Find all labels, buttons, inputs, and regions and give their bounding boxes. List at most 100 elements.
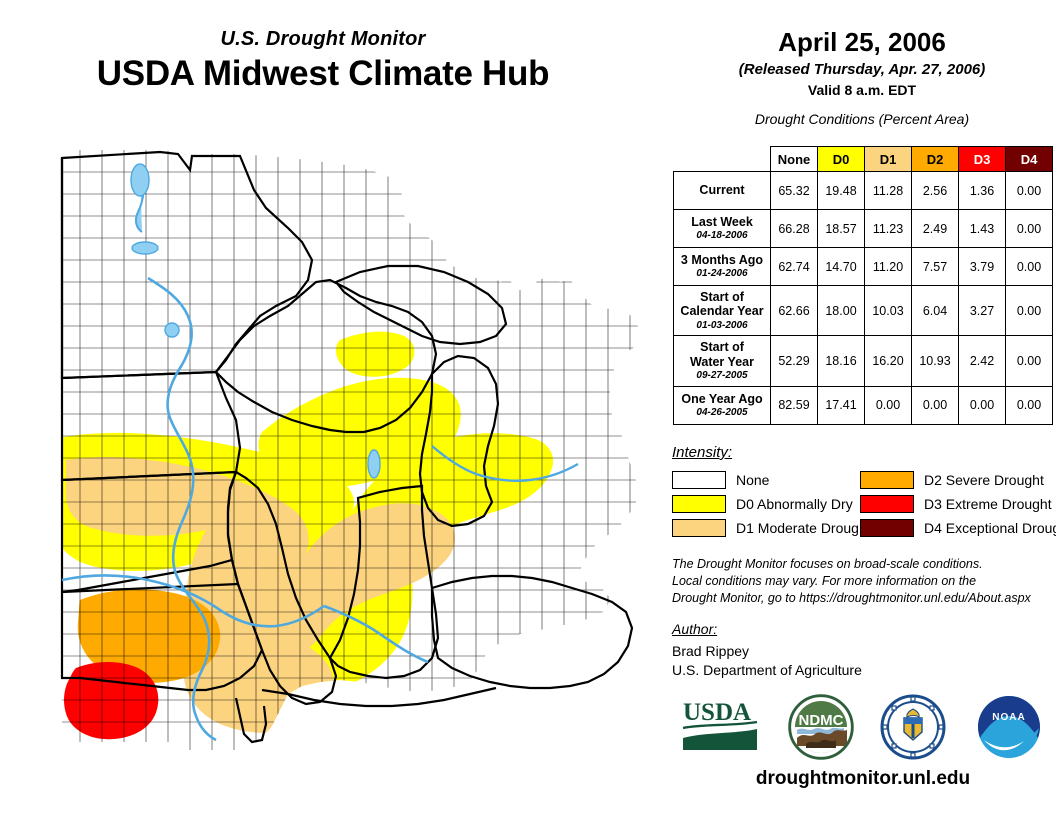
d2-region-northeast-kansas	[77, 589, 221, 683]
d3-region-southwest	[64, 662, 159, 740]
legend-swatch-none	[672, 471, 726, 489]
table-row-label: Last Week 04-18-2006	[673, 209, 771, 248]
legend-entry-d4: D4 Exceptional Drought	[860, 519, 1056, 537]
legend-label-d0: D0 Abnormally Dry	[736, 496, 853, 512]
table-cell-none: 52.29	[770, 335, 818, 387]
legend-swatch-d4	[860, 519, 914, 537]
table-cell-d0: 17.41	[817, 385, 865, 425]
svg-text:NOAA: NOAA	[992, 712, 1025, 723]
legend-entry-d2: D2 Severe Drought	[860, 471, 1052, 489]
table-cell-d4: 0.00	[1005, 284, 1053, 337]
map-date: April 25, 2006	[778, 27, 946, 57]
table-cell-d1: 11.28	[864, 171, 912, 210]
county-lines	[62, 150, 640, 750]
legend-label-d4: D4 Exceptional Drought	[924, 520, 1056, 536]
table-cell-d0: 18.57	[817, 209, 865, 248]
table-row-label: One Year Ago 04-26-2005	[673, 385, 771, 425]
table-cell-d4: 0.00	[1005, 247, 1053, 286]
intensity-legend: Intensity: None D2 Severe Drought D0 Abnor…	[672, 444, 1056, 540]
legend-swatch-d0	[672, 495, 726, 513]
legend-entry-d0: D0 Abnormally Dry	[672, 495, 860, 513]
svg-text:USDA: USDA	[683, 699, 751, 726]
map-date-header: April 25, 2006 (Released Thursday, Apr. …	[668, 27, 1056, 127]
table-cell-d1: 11.20	[864, 247, 912, 286]
table-row-label: Start of Water Year 09-27-2005	[673, 335, 771, 387]
legend-swatch-d2	[860, 471, 914, 489]
legend-label-d3: D3 Extreme Drought	[924, 496, 1052, 512]
usda-logo: USDA	[683, 699, 758, 750]
noaa-logo: NOAA	[977, 696, 1040, 758]
table-cell-d1: 0.00	[864, 385, 912, 425]
site-url: droughtmonitor.unl.edu	[755, 768, 971, 789]
table-col-header-d0: D0	[817, 146, 865, 172]
drought-map	[40, 130, 660, 790]
legend-swatch-d3	[860, 495, 914, 513]
table-row-date: 04-26-2005	[696, 406, 748, 418]
table-row: Last Week 04-18-2006 66.28 18.57 11.23 2.49 1.…	[673, 209, 1053, 248]
table-body: Current 65.32 19.48 11.28 2.56 1.36 0.00 Last W…	[673, 171, 1053, 425]
table-cell-d0: 18.16	[817, 335, 865, 387]
legend-swatch-d1	[672, 519, 726, 537]
disclaimer-line-1: The Drought Monitor focuses on broad-sca…	[672, 557, 983, 571]
table-row-date: 01-03-2006	[696, 319, 748, 331]
table-cell-d3: 1.43	[958, 209, 1006, 248]
table-col-header-d2: D2	[911, 146, 959, 172]
table-cell-d3: 1.36	[958, 171, 1006, 210]
table-row-label: 3 Months Ago 01-24-2006	[673, 247, 771, 286]
legend-grid: None D2 Severe Drought D0 Abnormally Dry D3…	[672, 468, 1056, 540]
table-row: Start of Calendar Year 01-03-2006 62.66 18.0…	[673, 284, 1053, 337]
svg-text:NDMC: NDMC	[798, 712, 843, 729]
legend-label-none: None	[736, 472, 770, 488]
legend-entry-d3: D3 Extreme Drought	[860, 495, 1052, 513]
release-note: (Released Thursday, Apr. 27, 2006)	[738, 60, 986, 78]
disclaimer-line-2: Local conditions may vary. For more info…	[672, 573, 977, 588]
legend-label-d2: D2 Severe Drought	[924, 472, 1044, 488]
table-cell-d4: 0.00	[1005, 385, 1053, 425]
title-block: U.S. Drought Monitor USDA Midwest Climat…	[0, 28, 646, 94]
table-cell-d3: 3.27	[958, 284, 1006, 337]
drought-conditions-table: None D0 D1 D2 D3 D4 Current 65.32 19.48 11.28 2.5…	[673, 146, 1053, 425]
disclaimer-line-3: Drought Monitor, go to https://droughtmo…	[672, 590, 1031, 605]
table-col-header-d4: D4	[1005, 146, 1053, 172]
map-svg	[40, 130, 660, 790]
table-col-header-d3: D3	[958, 146, 1006, 172]
table-cell-d2: 2.56	[911, 171, 959, 210]
table-row-label: Current	[673, 171, 771, 210]
table-cell-none: 66.28	[770, 209, 818, 248]
table-row: 3 Months Ago 01-24-2006 62.74 14.70 11.20 7.5…	[673, 247, 1053, 286]
author-name: Brad Rippey	[672, 642, 750, 659]
disclaimer-text: The Drought Monitor focuses on broad-sca…	[672, 556, 1056, 607]
table-cell-d1: 16.20	[864, 335, 912, 387]
table-cell-d1: 10.03	[864, 284, 912, 337]
author-block: Author: Brad Rippey U.S. Department of A…	[672, 620, 1056, 681]
table-row: One Year Ago 04-26-2005 82.59 17.41 0.00 0.00…	[673, 385, 1053, 425]
table-cell-none: 62.74	[770, 247, 818, 286]
author-heading: Author:	[672, 621, 718, 637]
table-cell-d2: 0.00	[911, 385, 959, 425]
legend-label-d1: D1 Moderate Drought	[736, 520, 871, 536]
table-row-date: 04-18-2006	[696, 230, 748, 242]
intensity-title: Intensity:	[672, 444, 733, 461]
water-features	[61, 163, 579, 742]
table-cell-d1: 11.23	[864, 209, 912, 248]
table-row-date: 01-24-2006	[696, 268, 748, 280]
table-cell-d3: 2.42	[958, 335, 1006, 387]
table-row-date: 09-27-2005	[696, 370, 748, 381]
table-cell-d3: 0.00	[958, 385, 1006, 425]
noaa-seal-logo	[880, 694, 946, 760]
ndmc-logo: NDMC	[788, 694, 854, 760]
legend-entry-none: None	[672, 471, 860, 489]
table-cell-d0: 18.00	[817, 284, 865, 337]
program-subtitle: U.S. Drought Monitor	[220, 28, 426, 50]
table-cell-d2: 10.93	[911, 335, 959, 387]
table-cell-d4: 0.00	[1005, 171, 1053, 210]
table-cell-none: 82.59	[770, 385, 818, 425]
logo-row: USDA NDMC NOAA	[668, 690, 1056, 764]
table-row: Current 65.32 19.48 11.28 2.56 1.36 0.00	[673, 171, 1053, 210]
table-caption: Drought Conditions (Percent Area)	[754, 110, 970, 127]
valid-time: Valid 8 a.m. EDT	[807, 81, 917, 98]
table-row-label: Start of Calendar Year 01-03-2006	[673, 284, 771, 337]
legend-entry-d1: D1 Moderate Drought	[672, 519, 871, 537]
table-cell-d4: 0.00	[1005, 335, 1053, 387]
table-cell-none: 65.32	[770, 171, 818, 210]
